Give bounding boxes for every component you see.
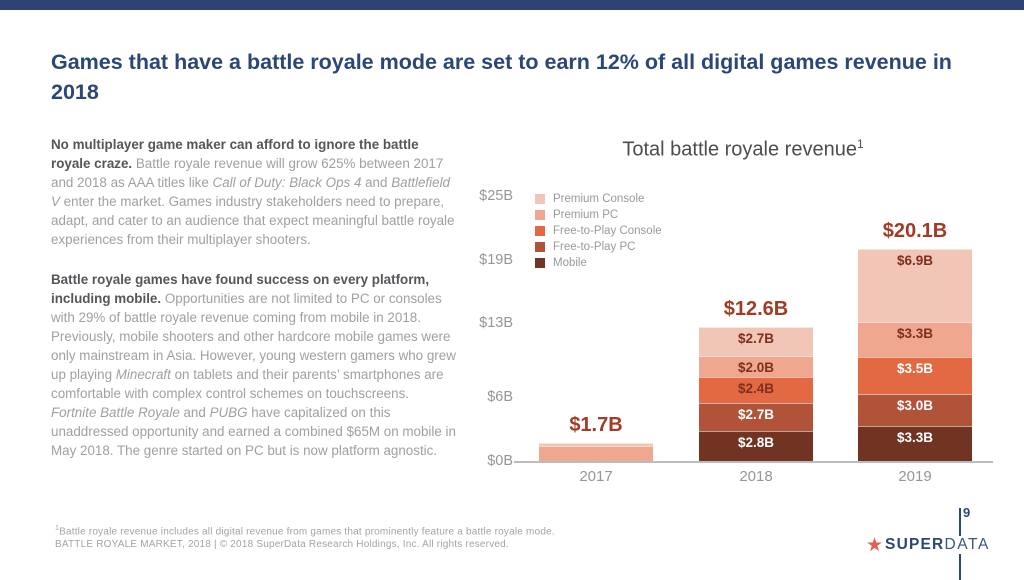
footnote-text: Battle royale revenue includes all digit… — [59, 526, 555, 538]
bar-segment-premium-pc — [539, 445, 653, 461]
y-axis-tick: $25B — [479, 188, 513, 204]
y-axis-tick: $6B — [487, 389, 513, 406]
bar-segment-label: $2.7B — [737, 406, 775, 422]
top-accent-bar — [0, 0, 1024, 10]
bar-segment-free-to-play-console: $3.5B — [858, 357, 972, 395]
bar-segment-label: $3.0B — [896, 398, 934, 414]
paragraph-text: Minecraft — [115, 367, 171, 382]
logo-text-super: SUPER — [885, 536, 945, 553]
paragraph-lead-text: No multiplayer game maker can afford to … — [51, 137, 419, 171]
paragraph-text: Opportunities are not limited to PC or c… — [51, 291, 456, 382]
paragraph-lead-text: Battle royale games have found success o… — [51, 272, 430, 306]
footnote: 1Battle royale revenue includes all digi… — [55, 525, 555, 537]
legend-item: Premium Console — [535, 191, 662, 207]
bar-segment-premium-console: $6.9B — [858, 249, 972, 323]
legend-item: Free-to-Play Console — [535, 223, 662, 239]
x-axis-label: 2018 — [739, 468, 773, 485]
chart-title-text: Total battle royale revenue — [622, 138, 857, 161]
legend-swatch — [535, 258, 545, 268]
bar-segment-premium-console — [539, 442, 653, 446]
paragraph-text: enter the market. Games industry stakeho… — [51, 194, 455, 247]
footnote-superscript: 1 — [55, 525, 60, 532]
body-text-column: No multiplayer game maker can afford to … — [51, 135, 457, 460]
bar-segment-free-to-play-pc: $2.7B — [699, 402, 813, 432]
x-axis-line — [514, 461, 993, 463]
legend-label: Free-to-Play PC — [553, 241, 636, 253]
page-number: 9 — [963, 505, 971, 520]
legend-swatch — [535, 210, 545, 220]
x-axis-label: 2017 — [579, 468, 613, 485]
paragraph-text: on tablets and their parents’ smartphone… — [51, 367, 444, 401]
page-number-divider-bottom — [959, 554, 961, 580]
y-axis-tick: $0B — [487, 453, 513, 469]
legend-label: Premium PC — [553, 209, 619, 221]
bar-segment-premium-pc: $2.0B — [699, 356, 813, 378]
x-axis-label: 2019 — [898, 468, 932, 485]
legend-label: Premium Console — [553, 193, 645, 205]
bar-segment-free-to-play-pc: $3.0B — [858, 394, 972, 427]
bar-segment-mobile: $3.3B — [858, 426, 972, 461]
legend-label: Mobile — [553, 257, 587, 269]
paragraph-text: Call of Duty: Black Ops 4 — [212, 175, 362, 190]
chart-title: Total battle royale revenue1 — [497, 137, 989, 162]
bar-segment-premium-console: $2.7B — [699, 327, 813, 357]
legend-item: Mobile — [535, 255, 662, 271]
chart-title-superscript: 1 — [856, 137, 864, 151]
legend-label: Free-to-Play Console — [553, 225, 662, 237]
bar-segment-label: $3.5B — [896, 361, 934, 377]
page-number-divider-top — [959, 508, 961, 536]
body-paragraph-2: Battle royale games have found success o… — [51, 270, 457, 460]
paragraph-text: Battlefield V — [51, 175, 450, 209]
bar-segment-label: $2.7B — [737, 331, 775, 347]
bar-segment-label: $2.8B — [737, 435, 775, 451]
paragraph-text: and — [179, 405, 210, 420]
paragraph-text: have capitalized on this unaddressed opp… — [51, 405, 456, 458]
bar-segment-label: $2.4B — [737, 381, 775, 397]
bar-segment-free-to-play-console: $2.4B — [699, 377, 813, 403]
bar-total-label: $20.1B — [882, 220, 948, 242]
logo-text-data: DATA — [944, 536, 990, 553]
star-icon: ★ — [866, 535, 884, 556]
paragraph-text: PUBG — [209, 405, 248, 420]
bar-segment-label: $2.0B — [737, 360, 775, 376]
paragraph-text: Battle royale revenue will grow 625% bet… — [51, 156, 444, 190]
source-line: BATTLE ROYALE MARKET, 2018 | © 2018 Supe… — [55, 539, 509, 550]
bar-segment-label: $3.3B — [896, 430, 934, 446]
bar-total-label: $12.6B — [723, 298, 789, 321]
page-title: Games that have a battle royale mode are… — [51, 50, 952, 104]
legend-swatch — [535, 194, 545, 204]
body-paragraph-1: No multiplayer game maker can afford to … — [51, 135, 457, 249]
legend-swatch — [535, 242, 545, 252]
legend-swatch — [535, 226, 545, 236]
bar-segment-premium-pc: $3.3B — [858, 322, 972, 358]
legend-item: Free-to-Play PC — [535, 239, 662, 255]
bar-total-label: $1.7B — [569, 413, 623, 436]
y-axis-tick: $19B — [479, 251, 513, 268]
y-axis-tick: $13B — [479, 315, 513, 332]
paragraph-text: Fortnite Battle Royale — [51, 405, 180, 420]
chart-legend: Premium Console Premium PC Free-to-Play Co… — [535, 191, 662, 271]
bar-segment-label: $6.9B — [896, 253, 934, 268]
bar-segment-mobile: $2.8B — [699, 431, 813, 461]
superdata-logo: ★ SUPERDATA — [866, 534, 990, 557]
bar-segment-label: $3.3B — [896, 326, 934, 342]
paragraph-text: and — [361, 175, 392, 190]
legend-item: Premium PC — [535, 207, 662, 223]
